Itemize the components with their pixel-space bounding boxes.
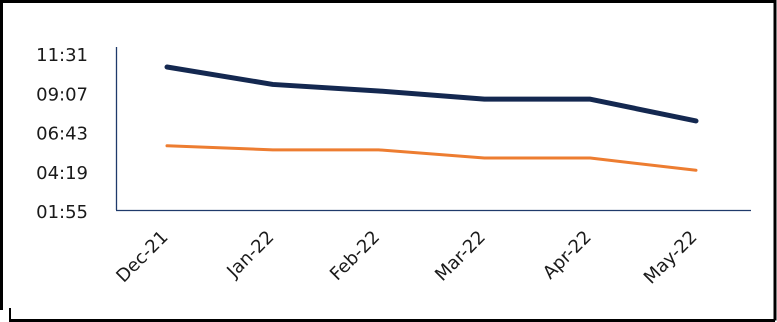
x-tick-label: Mar-22	[431, 227, 490, 286]
x-axis-tick-labels: Dec-21 Jan-22 Feb-22 Mar-22 Apr-22 May-22	[112, 227, 701, 289]
x-tick-label: Apr-22	[539, 227, 596, 284]
y-tick-label: 11:31	[36, 45, 88, 66]
series-line-2	[165, 144, 698, 172]
series-lines	[164, 64, 699, 172]
y-axis-tick-labels: 01:55 04:19 06:43 09:07 11:31	[36, 45, 88, 223]
y-tick-label: 01:55	[36, 202, 88, 223]
x-tick-label: May-22	[640, 227, 702, 289]
y-tick-label: 04:19	[36, 163, 88, 184]
series-line-1	[164, 64, 699, 124]
y-tick-label: 06:43	[36, 124, 88, 145]
x-tick-label: Dec-21	[112, 227, 172, 287]
x-tick-label: Feb-22	[326, 227, 384, 285]
x-tick-label: Jan-22	[222, 227, 278, 283]
y-tick-label: 09:07	[36, 84, 88, 105]
